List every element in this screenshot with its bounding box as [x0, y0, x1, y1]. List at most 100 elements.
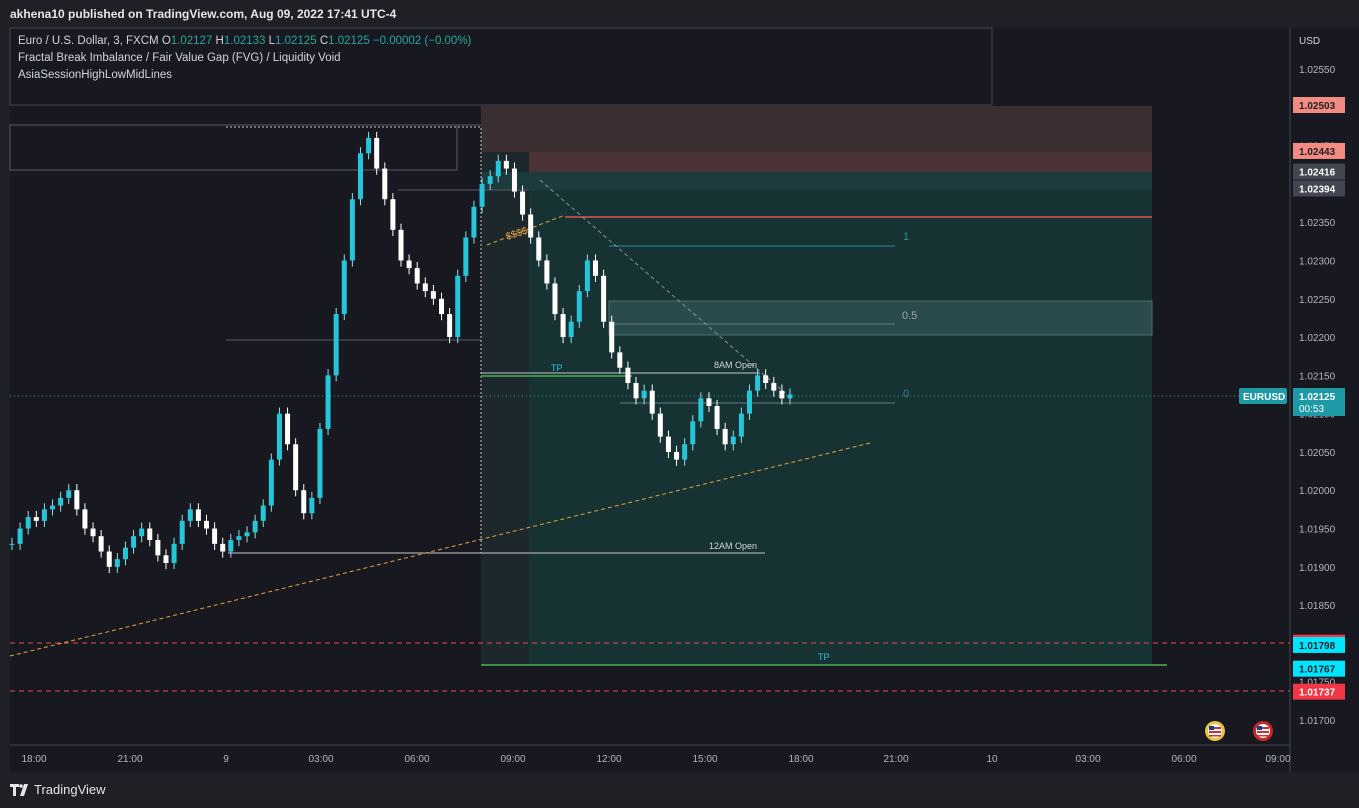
candle-body-64	[528, 214, 534, 238]
annotation-8am-open: 8AM Open	[714, 360, 757, 370]
legend-low: 1.02125	[275, 35, 317, 47]
brand[interactable]: TradingView	[10, 782, 106, 797]
candle-body-6	[58, 497, 64, 506]
legend-open: 1.02127	[170, 35, 213, 47]
candle-body-55	[455, 275, 461, 338]
candle-body-75	[617, 352, 623, 368]
candle-body-49	[406, 260, 412, 269]
candle-body-78	[641, 390, 647, 399]
trendline-orange	[9, 442, 871, 657]
candle-body-30	[252, 520, 258, 533]
fvg-box-05	[608, 300, 1153, 336]
candle-body-41	[341, 260, 347, 315]
legend-indicator-2[interactable]: AsiaSessionHighLowMidLines	[18, 69, 173, 81]
legend-high-label: H	[215, 35, 224, 47]
candle-body-77	[633, 383, 639, 399]
legend-high: 1.02133	[223, 35, 266, 47]
trendline-gray-dashed	[539, 179, 786, 394]
legend-panel	[9, 27, 993, 106]
price-tick-16: 1.01750	[1299, 678, 1336, 689]
candle-body-90	[738, 413, 744, 437]
currency-label: USD	[1299, 36, 1320, 47]
stop-zone-upper	[481, 106, 1152, 152]
price-tick-11: 1.02000	[1299, 486, 1336, 497]
candle-body-13	[114, 559, 120, 567]
candle-body-85	[698, 398, 704, 422]
candle-body-48	[398, 229, 404, 261]
price-badge-1: 1.02443	[1299, 147, 1336, 158]
candle-body-79	[649, 390, 655, 414]
price-badge-bg-3	[1293, 180, 1345, 197]
price-tick-10: 1.02050	[1299, 448, 1336, 459]
candle-body-52	[430, 291, 436, 299]
time-tick-8: 18:00	[788, 754, 813, 765]
candle-body-53	[439, 298, 445, 315]
price-badge-3: 1.02394	[1299, 184, 1336, 195]
candle-body-94	[771, 383, 777, 391]
price-tick-6: 1.02250	[1299, 295, 1336, 306]
top-bar: akhena10 published on TradingView.com, A…	[0, 0, 1359, 28]
annotation-tp-upper: TP	[551, 363, 563, 373]
candle-body-7	[66, 490, 72, 498]
candle-body-11	[98, 536, 104, 552]
candle-body-62	[511, 168, 517, 192]
price-tick-0: 1.02550	[1299, 65, 1336, 76]
annotation-12am-open: 12AM Open	[709, 541, 757, 551]
candle-body-29	[244, 532, 250, 537]
candle-body-91	[746, 390, 752, 414]
annotation-fib-1: 1	[903, 231, 909, 243]
candle-body-87	[714, 405, 720, 429]
candle-body-10	[90, 528, 96, 537]
candle-body-14	[122, 547, 128, 560]
price-tick-13: 1.01900	[1299, 563, 1336, 574]
candle-body-63	[520, 191, 526, 215]
candle-body-19	[163, 555, 169, 563]
candle-body-18	[155, 540, 161, 556]
candle-body-56	[463, 237, 469, 276]
candle-body-82	[674, 451, 680, 460]
time-tick-0: 18:00	[21, 754, 46, 765]
footer	[0, 772, 1359, 808]
candle-body-3	[33, 517, 39, 521]
candle-body-36	[301, 490, 307, 514]
candle-body-67	[552, 283, 558, 315]
us-flag-icon-2[interactable]	[1253, 721, 1273, 741]
time-tick-10: 10	[986, 754, 998, 765]
candle-body-20	[171, 543, 177, 563]
candle-body-23	[195, 509, 201, 521]
candle-body-39	[325, 375, 331, 429]
candle-body-46	[382, 168, 388, 200]
price-badge-bg-2	[1293, 163, 1345, 180]
price-badge-bg-1	[1293, 142, 1345, 159]
candle-body-69	[568, 321, 574, 338]
entry-zone	[481, 172, 1152, 190]
candle-body-0	[9, 543, 15, 545]
price-badge-2: 1.02416	[1299, 168, 1336, 179]
price-tick-17: 1.01700	[1299, 716, 1336, 727]
candle-body-61	[503, 160, 509, 169]
time-axis-ticks: 18:00 21:00 9 03:00 06:00 09:00 12:00 15:00 18:0…	[21, 754, 1290, 765]
candle-body-45	[374, 137, 380, 169]
symbol-badge-text: EURUSD	[1243, 392, 1285, 403]
time-tick-7: 15:00	[692, 754, 717, 765]
price-badge-6: 1.01767	[1299, 665, 1336, 676]
candle-body-25	[212, 528, 218, 544]
candle-body-1	[17, 528, 23, 544]
candle-body-92	[755, 375, 761, 391]
candle-body-54	[447, 314, 453, 338]
candle-body-16	[139, 528, 145, 537]
us-flag-icon[interactable]	[1205, 721, 1225, 741]
time-tick-2: 9	[223, 754, 229, 765]
candle-body-50	[414, 268, 420, 284]
price-badge-5: 1.01798	[1299, 641, 1336, 652]
candle-body-31	[260, 505, 266, 521]
candle-body-57	[471, 206, 477, 238]
legend-low-label: L	[268, 35, 276, 47]
candle-body-66	[544, 260, 550, 284]
candle-body-81	[665, 436, 671, 452]
candle-body-24	[204, 520, 209, 529]
candle-body-28	[236, 536, 242, 541]
candle-body-72	[593, 260, 598, 276]
legend-indicator-1[interactable]: Fractal Break Imbalance / Fair Value Gap…	[18, 52, 341, 64]
